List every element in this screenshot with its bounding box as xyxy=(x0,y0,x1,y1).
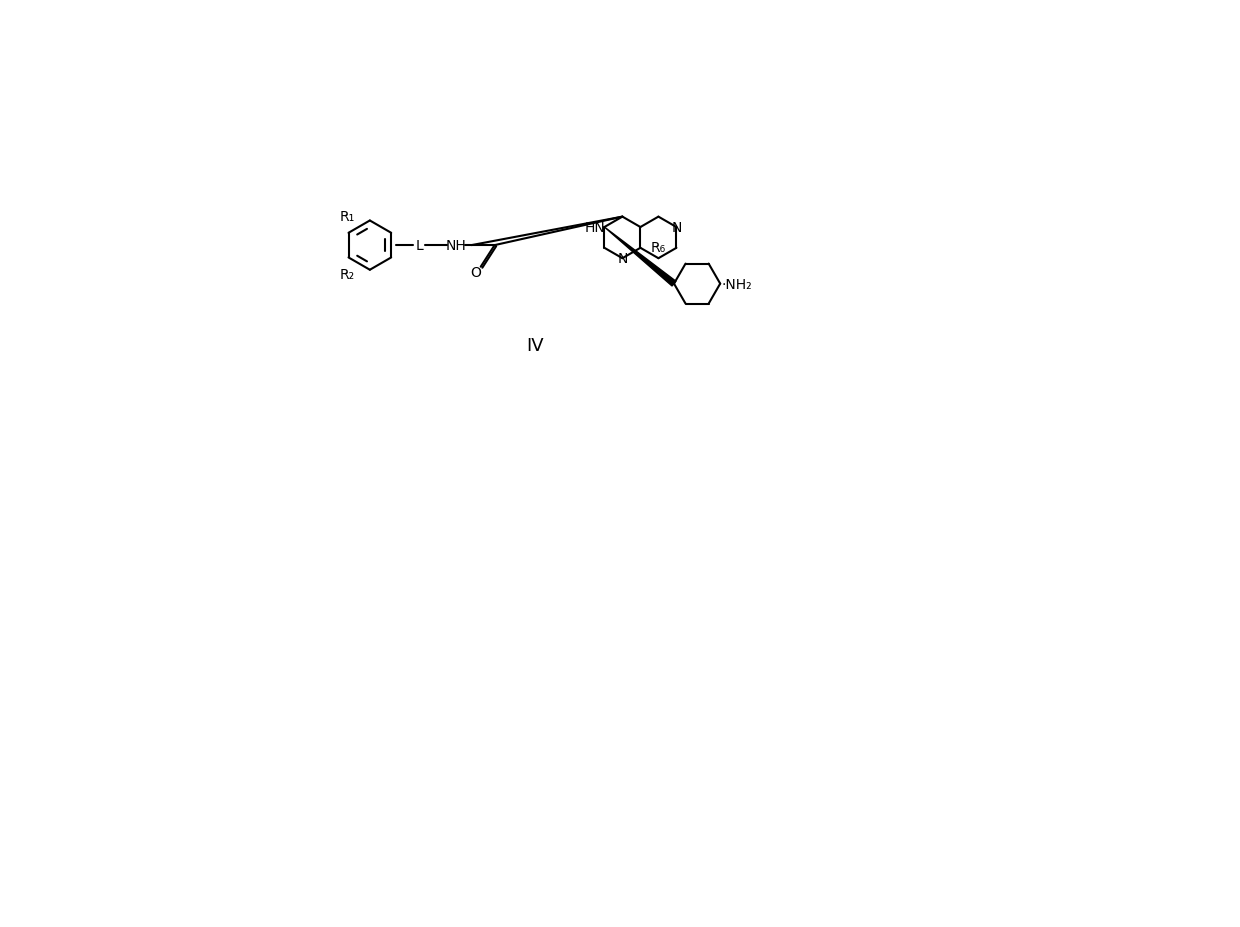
Text: R₁: R₁ xyxy=(339,210,355,223)
Text: O: O xyxy=(471,266,481,280)
Text: N: N xyxy=(671,221,682,235)
Text: R₂: R₂ xyxy=(340,268,355,282)
Text: NH: NH xyxy=(445,239,466,253)
Text: R₆: R₆ xyxy=(651,240,666,254)
Polygon shape xyxy=(604,228,676,286)
Text: HN: HN xyxy=(585,221,605,235)
Text: ·NH₂: ·NH₂ xyxy=(722,277,753,291)
Text: L: L xyxy=(415,239,423,253)
Text: N: N xyxy=(618,252,627,266)
Text: IV: IV xyxy=(527,337,544,355)
